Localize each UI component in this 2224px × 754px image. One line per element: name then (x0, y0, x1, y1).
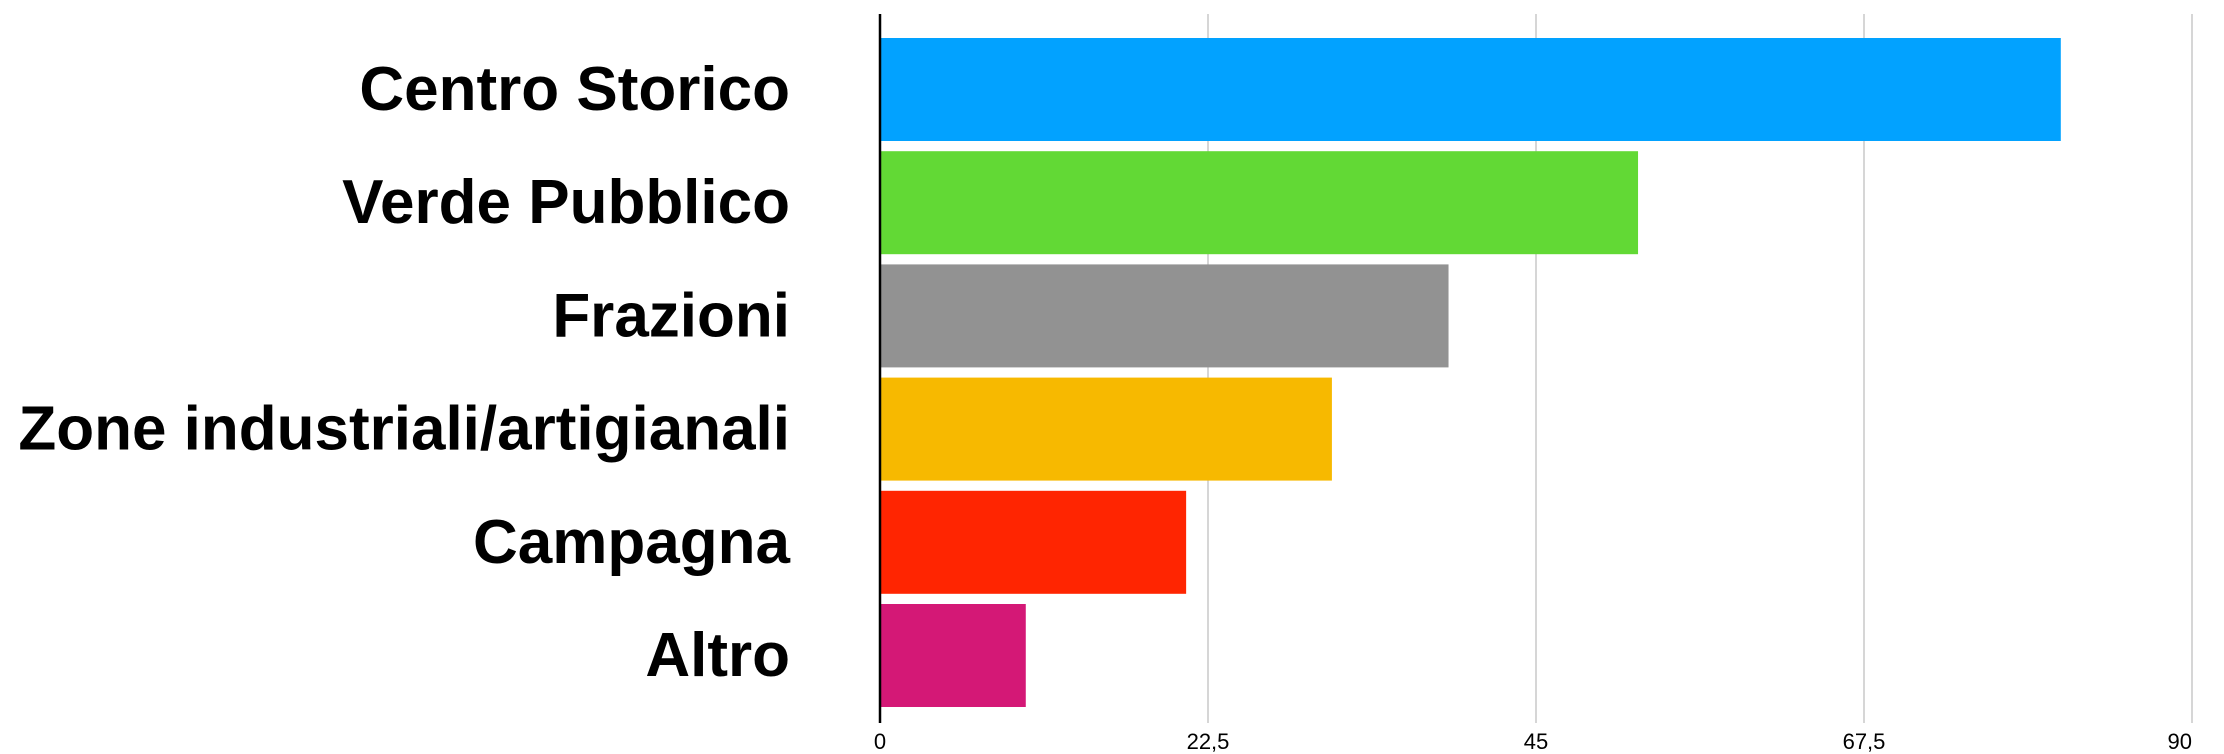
x-tick-label-1: 22,5 (1187, 729, 1230, 754)
x-tick-label-3: 67,5 (1843, 729, 1886, 754)
x-tick-labels: 0 22,5 45 67,5 90 (874, 729, 2192, 754)
category-label-frazioni: Frazioni (552, 281, 790, 350)
category-label-altro: Altro (645, 621, 790, 690)
x-tick-label-4: 90 (2168, 729, 2192, 754)
bar-zone-industriali-artigianali (880, 377, 1332, 481)
category-label-centro-storico: Centro Storico (359, 55, 790, 124)
bar-altro (880, 604, 1026, 707)
x-tick-label-0: 0 (874, 729, 886, 754)
category-label-campagna: Campagna (473, 508, 790, 577)
bar-verde-pubblico (880, 151, 1639, 255)
bar-centro-storico (880, 38, 2061, 141)
bars (880, 38, 2061, 707)
category-label-verde-pubblico: Verde Pubblico (342, 168, 790, 237)
category-label-zone-industriali-artigianali: Zone industriali/artigianali (18, 395, 790, 464)
category-labels: Centro Storico Verde Pubblico Frazioni Zone… (18, 55, 790, 690)
bar-campagna (880, 490, 1187, 594)
bar-frazioni (880, 264, 1449, 368)
x-tick-label-2: 45 (1524, 729, 1548, 754)
